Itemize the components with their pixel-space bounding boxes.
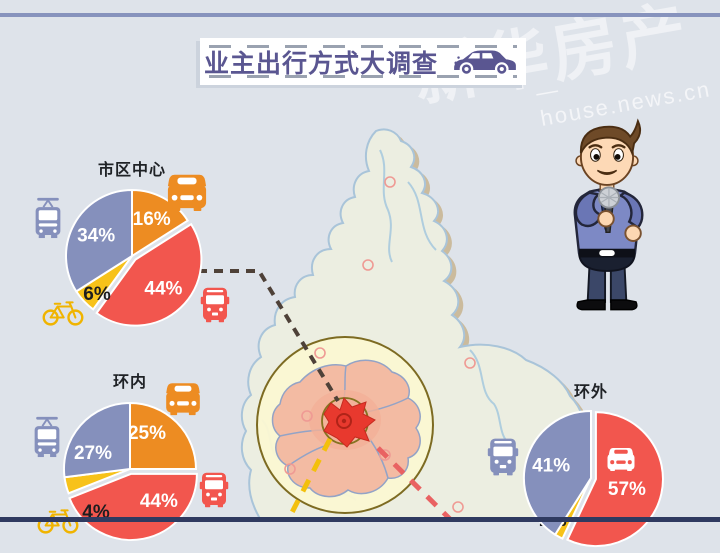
pie-percent-label: 41% [532, 455, 570, 476]
page-title: 业主出行方式大调查 [203, 49, 438, 78]
car-icon [602, 446, 640, 473]
bus-icon [200, 285, 230, 325]
city-map [198, 128, 586, 522]
pie-percent-label: 34% [77, 225, 115, 246]
connector-inner-dash [284, 437, 333, 522]
pie-chart-outer-ring: 57%2%41% [522, 409, 664, 548]
pie-percent-label: 57% [608, 479, 646, 500]
city-core-ring [336, 413, 352, 429]
taxi-icon [164, 170, 210, 212]
taxi-icon [162, 379, 204, 416]
pie-percent-label: 6% [83, 284, 111, 305]
pie-slice-bus [95, 222, 203, 327]
pie-percent-label: 16% [133, 209, 171, 230]
reporter-illustration [573, 118, 644, 311]
tram-icon [30, 415, 64, 462]
top-accent-bar [0, 13, 720, 17]
tram-icon [31, 196, 65, 243]
pie-percent-label: 27% [74, 443, 112, 464]
road-dashes-top [209, 45, 517, 48]
pie-title-downtown: 市区中心 [97, 162, 166, 179]
city-core-dot [341, 418, 347, 424]
bottom-accent-bar [0, 517, 720, 522]
pie-chart-downtown: 16% 44% 6% 34% [65, 188, 203, 327]
city-core [323, 397, 376, 448]
pie-title-inner-ring: 环内 [112, 374, 147, 391]
pie-title-outer-ring: 环外 [573, 384, 608, 401]
bus-icon [487, 437, 519, 477]
map-markers [284, 176, 476, 513]
bus-icon [199, 470, 229, 510]
pie-slice-metro [62, 401, 131, 479]
title-banner: 业主出行方式大调查 [200, 38, 526, 85]
pie-percent-label: 25% [128, 423, 166, 444]
pie-slice-taxi [129, 401, 198, 470]
pie-percent-label: 44% [144, 279, 182, 300]
connector-outer-dash [376, 446, 455, 522]
sedan-car-icon [448, 47, 522, 77]
pie-slice-metro [65, 188, 133, 293]
road-dashes-bottom [209, 75, 517, 78]
connector-downtown-dash [198, 269, 340, 403]
bicycle-icon [41, 297, 85, 327]
pie-percent-label: 44% [140, 491, 178, 512]
